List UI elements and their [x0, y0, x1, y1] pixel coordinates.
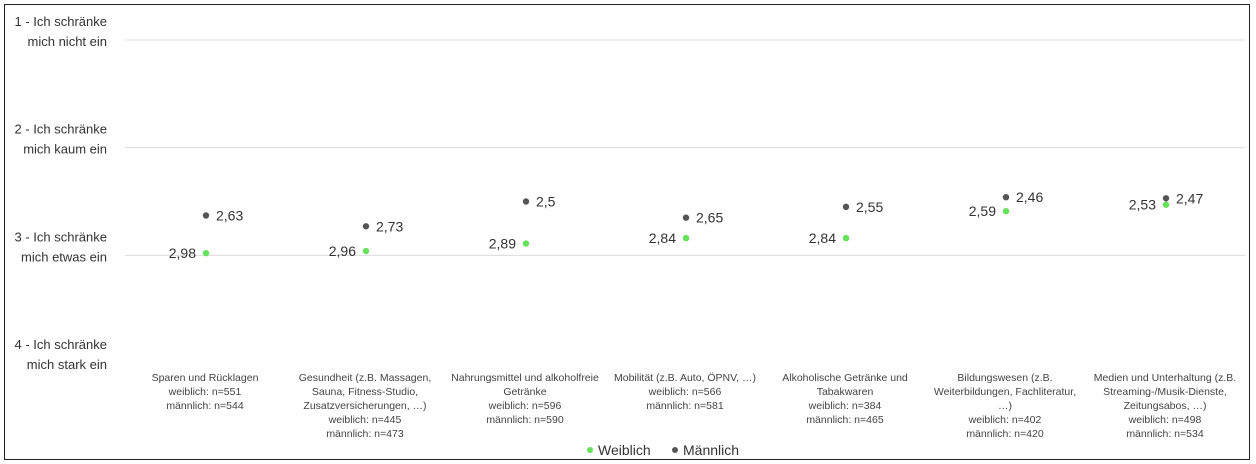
data-point-weiblich — [522, 240, 530, 247]
dot-plot-chart: 1 - Ich schränke mich nicht ein 2 - Ich sc… — [15, 14, 1245, 458]
data-point-weiblich — [682, 234, 690, 242]
data-label: 2,5 — [536, 194, 556, 210]
legend-marker — [587, 447, 593, 453]
data-label: 2,55 — [856, 199, 883, 215]
x-tick-label: Tabakwaren — [817, 386, 874, 398]
chart-frame: 1 - Ich schränke mich nicht ein 2 - Ich sc… — [4, 4, 1250, 460]
data-label: 2,63 — [216, 207, 243, 223]
x-tick-label: Zusatzversicherungen, …) — [303, 400, 426, 412]
x-tick-label: Getränke — [503, 386, 546, 398]
data-label: 2,47 — [1176, 190, 1203, 206]
data-point-männlich — [362, 223, 370, 230]
data-point-weiblich — [362, 247, 370, 255]
x-tick-label: männlich: n=465 — [806, 414, 884, 426]
y-tick-label: mich kaum ein — [23, 142, 107, 157]
x-tick-label: weiblich: n=402 — [968, 414, 1042, 426]
y-tick-label: 1 - Ich schränke — [15, 14, 108, 29]
data-label: 2,98 — [169, 245, 196, 261]
x-tick-label: Sauna, Fitness-Studio, — [312, 386, 418, 398]
x-tick-label: weiblich: n=445 — [328, 414, 402, 426]
data-point-männlich — [202, 212, 210, 219]
x-tick-label: weiblich: n=498 — [1128, 414, 1202, 426]
x-tick-label: Bildungswesen (z.B. — [957, 372, 1052, 384]
data-point-männlich — [1002, 193, 1010, 201]
y-tick-label: 4 - Ich schränke — [15, 337, 108, 352]
y-tick-label: 3 - Ich schränke — [15, 229, 108, 244]
x-tick-label: Weiterbildungen, Fachliteratur, — [934, 386, 1076, 398]
x-tick-label: männlich: n=534 — [1126, 428, 1204, 440]
x-tick-label: Mobilität (z.B. Auto, ÖPNV, …) — [614, 372, 756, 384]
x-tick-label: Zeitungsabos, …) — [1124, 400, 1207, 412]
x-tick-label: männlich: n=544 — [166, 400, 244, 412]
x-tick-label: männlich: n=581 — [646, 400, 724, 412]
x-tick-label: männlich: n=473 — [326, 428, 404, 440]
data-point-männlich — [842, 203, 850, 211]
x-tick-label: weiblich: n=596 — [488, 400, 562, 412]
x-tick-label: weiblich: n=566 — [648, 386, 722, 398]
data-point-weiblich — [1002, 207, 1010, 215]
legend-label: Weiblich — [598, 442, 651, 458]
data-label: 2,84 — [649, 230, 676, 246]
data-point-männlich — [682, 214, 690, 221]
data-label: 2,96 — [329, 243, 356, 259]
x-tick-label: männlich: n=590 — [486, 414, 564, 426]
x-tick-label: Sparen und Rücklagen — [152, 372, 259, 384]
data-label: 2,73 — [376, 218, 403, 234]
data-point-männlich — [1162, 195, 1170, 202]
y-tick-label: mich nicht ein — [28, 34, 107, 49]
x-tick-label: Streaming-/Musik-Dienste, — [1103, 386, 1227, 398]
data-point-männlich — [522, 198, 530, 205]
y-tick-label: mich stark ein — [27, 357, 107, 372]
data-point-weiblich — [202, 249, 210, 257]
data-label: 2,53 — [1129, 197, 1156, 213]
data-point-weiblich — [842, 234, 850, 242]
data-point-weiblich — [1162, 201, 1170, 208]
x-tick-label: weiblich: n=384 — [808, 400, 882, 412]
x-tick-label: …) — [998, 400, 1012, 412]
data-label: 2,59 — [969, 203, 996, 219]
x-tick-label: weiblich: n=551 — [168, 386, 242, 398]
legend-marker — [672, 447, 678, 453]
y-tick-label: 2 - Ich schränke — [15, 122, 108, 137]
x-tick-label: Alkoholische Getränke und — [782, 372, 908, 384]
x-tick-label: männlich: n=420 — [966, 428, 1044, 440]
x-tick-label: Gesundheit (z.B. Massagen, — [299, 372, 432, 384]
y-tick-label: mich etwas ein — [21, 249, 107, 264]
data-label: 2,46 — [1016, 189, 1043, 205]
data-label: 2,84 — [809, 230, 836, 246]
data-label: 2,89 — [489, 235, 516, 251]
x-tick-label: Nahrungsmittel und alkoholfreie — [451, 372, 599, 384]
x-tick-label: Medien und Unterhaltung (z.B. — [1094, 372, 1236, 384]
data-label: 2,65 — [696, 210, 723, 226]
legend-label: Männlich — [683, 442, 739, 458]
